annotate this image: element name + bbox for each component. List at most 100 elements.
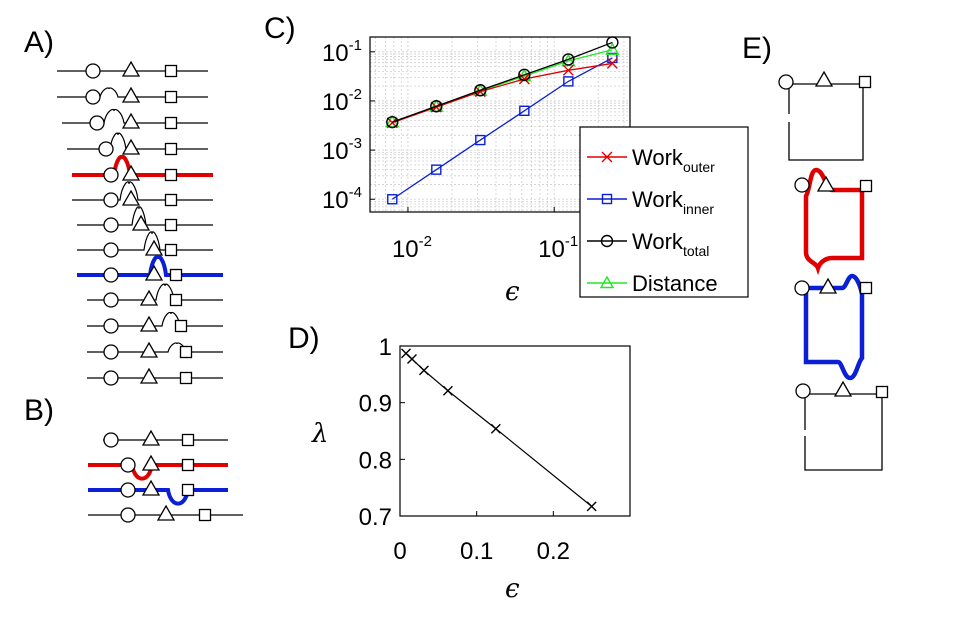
circle-marker: [103, 318, 119, 334]
y-tick-label: 10-1: [322, 37, 362, 67]
triangle-marker: [140, 290, 158, 306]
square-marker: [179, 371, 193, 385]
circle-marker: [89, 115, 105, 131]
circle-marker: [103, 344, 119, 360]
panel-a-row-6: [72, 181, 213, 208]
square-marker: [169, 293, 183, 307]
square-marker: [164, 243, 178, 257]
loop-1: [778, 71, 872, 161]
circle-marker: [85, 63, 101, 79]
panel-b-row-4: [88, 505, 243, 523]
string-line: [62, 108, 208, 124]
data-point: [474, 84, 487, 97]
panel-a-diagram: [57, 61, 223, 386]
panel-a-row-2: [57, 87, 208, 105]
legend-label: Distance: [632, 271, 718, 296]
circle-marker: [120, 507, 136, 523]
data-point: [605, 42, 620, 55]
y-tick-label: 0.9: [359, 391, 392, 418]
legend-label: Workinner: [632, 187, 714, 217]
string-line: [72, 181, 213, 201]
loop-4: [795, 381, 889, 471]
square-marker: [181, 483, 195, 497]
data-point: [431, 164, 442, 175]
chart-d-ylabel: λ: [311, 419, 328, 449]
data-point: [418, 365, 429, 376]
square-marker: [179, 345, 193, 359]
circle-marker: [103, 370, 119, 386]
square-marker: [164, 193, 178, 207]
circle-marker: [98, 141, 114, 157]
chart-d-series: [400, 348, 597, 512]
string-line: [72, 154, 213, 177]
data-point: [600, 234, 614, 248]
circle-marker: [103, 167, 119, 183]
legend-label: Workouter: [632, 145, 715, 175]
y-tick-label: 10-3: [322, 135, 362, 165]
legend-label: Worktotal: [632, 229, 709, 259]
x-tick-label: 0.1: [460, 538, 493, 565]
data-point: [601, 193, 613, 205]
data-point: [430, 100, 443, 113]
square-marker: [164, 116, 178, 130]
panel-label-d: D): [288, 322, 320, 355]
square-marker: [164, 142, 178, 156]
series-line: [392, 41, 613, 123]
data-point: [599, 275, 615, 289]
chart-c-xlabel: ϵ: [505, 277, 520, 307]
legend-item-total: Worktotal: [587, 229, 709, 259]
panel-b-row-1: [103, 430, 228, 448]
panel-a-row-8: [77, 231, 213, 258]
data-point: [475, 134, 486, 146]
circle-marker: [120, 457, 136, 473]
panel-label-a: A): [24, 26, 54, 59]
data-point: [601, 151, 613, 163]
y-tick-label: 10-2: [322, 86, 362, 116]
panel-e-diagram: [778, 71, 889, 471]
triangle-marker: [122, 87, 140, 103]
legend-item-inner: Workinner: [587, 187, 714, 217]
triangle-marker: [157, 505, 175, 521]
y-tick-label: 0.7: [359, 504, 392, 531]
loop-2-red: [794, 167, 873, 276]
string-line: [87, 283, 223, 301]
legend-item-outer: Workouter: [587, 145, 715, 175]
triangle-marker: [132, 215, 150, 231]
data-point: [386, 115, 399, 129]
panel-label-e: E): [742, 32, 772, 65]
legend-item-distance: Distance: [587, 271, 718, 296]
x-tick-label: 0.2: [537, 538, 570, 565]
panel-a-row-10: [87, 283, 223, 308]
data-point: [519, 105, 530, 117]
series-line: [392, 62, 613, 124]
panel-b-row-3: [88, 480, 228, 506]
data-point: [387, 194, 398, 205]
string-line: [87, 311, 223, 327]
panel-a-row-13: [87, 368, 223, 386]
chart-c-ticks: 10-1 10-2 10-3 10-4 10-2 10-1: [322, 37, 578, 263]
square-marker: [164, 168, 178, 182]
panel-a-row-7: [77, 206, 213, 233]
circle-marker: [103, 267, 119, 283]
string-line: [77, 254, 223, 277]
panel-b-diagram: [88, 430, 243, 523]
string-line: [77, 231, 213, 251]
circle-marker: [85, 89, 101, 105]
panel-a-row-4: [67, 132, 208, 157]
circle-marker: [120, 482, 136, 498]
square-marker: [164, 64, 178, 78]
square-marker: [198, 508, 212, 522]
chart-d-xlabel: ϵ: [505, 574, 520, 604]
data-point: [518, 68, 531, 82]
series-line: [391, 57, 613, 200]
circle-marker: [103, 432, 119, 448]
y-tick-label: 0.8: [359, 447, 392, 474]
chart-c-series: [385, 36, 620, 205]
series-line: [405, 352, 593, 507]
panel-a-row-11: [87, 311, 223, 334]
data-point: [563, 76, 574, 87]
triangle-marker: [140, 316, 158, 332]
data-point: [490, 423, 501, 434]
x-tick-label: 10-2: [392, 233, 432, 263]
